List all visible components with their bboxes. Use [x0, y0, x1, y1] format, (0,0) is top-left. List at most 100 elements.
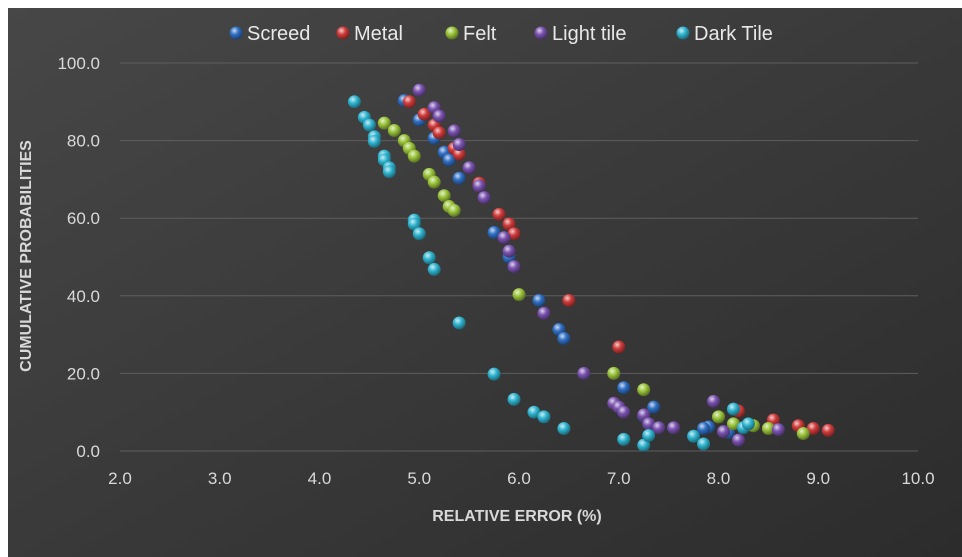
data-point	[407, 217, 421, 231]
data-point	[726, 417, 740, 431]
data-point	[707, 394, 721, 408]
axis-ticks: 0.0 20.0 40.0 60.0 80.0 100.0 2.0 3.0 4.0 5.0 6.0 7…	[57, 54, 934, 488]
legend-label: Metal	[354, 23, 403, 45]
data-point	[382, 165, 396, 179]
data-point	[512, 288, 526, 302]
data-point	[477, 191, 491, 205]
data-point	[652, 421, 666, 435]
data-point	[487, 226, 501, 240]
series-dark-tile	[347, 95, 755, 452]
data-point	[507, 260, 521, 274]
data-point	[771, 423, 785, 437]
data-point	[377, 116, 391, 130]
legend-marker	[229, 26, 243, 40]
data-point	[507, 392, 521, 406]
legend: Screed Metal Felt Light tile Dark Tile	[229, 23, 773, 45]
data-point	[462, 161, 476, 175]
data-point	[502, 244, 516, 258]
data-point	[412, 83, 426, 97]
x-tick-label: 4.0	[308, 469, 332, 488]
data-point	[612, 340, 626, 354]
data-point	[761, 421, 775, 435]
data-point	[821, 423, 835, 437]
legend-label: Dark Tile	[694, 23, 773, 45]
data-point	[497, 231, 511, 245]
data-point	[432, 126, 446, 140]
series-felt	[377, 116, 810, 441]
data-point	[617, 432, 631, 446]
data-point	[617, 381, 631, 395]
data-point	[796, 427, 810, 441]
data-point	[437, 189, 451, 203]
data-point	[537, 306, 551, 320]
data-point	[532, 293, 546, 307]
y-tick-label: 40.0	[67, 287, 100, 306]
data-point	[557, 331, 571, 345]
data-point	[347, 95, 361, 109]
x-tick-label: 8.0	[707, 469, 731, 488]
x-tick-label: 2.0	[108, 469, 132, 488]
data-point	[607, 366, 621, 380]
data-point	[422, 251, 436, 265]
data-point	[697, 421, 711, 435]
x-tick-label: 5.0	[407, 469, 431, 488]
data-point	[642, 417, 656, 431]
data-point	[432, 109, 446, 123]
data-point	[412, 227, 426, 241]
data-point	[667, 421, 681, 435]
data-point	[472, 179, 486, 193]
data-point	[492, 207, 506, 221]
data-point	[687, 429, 701, 443]
series-light-tile	[412, 83, 785, 447]
legend-marker	[445, 26, 459, 40]
x-axis-title: RELATIVE ERROR (%)	[432, 508, 601, 525]
data-point	[537, 410, 551, 424]
legend-marker	[534, 26, 548, 40]
data-point	[731, 433, 745, 447]
data-point	[557, 421, 571, 435]
legend-marker	[336, 26, 350, 40]
data-point	[716, 425, 730, 439]
data-point	[647, 400, 661, 414]
data-point	[527, 405, 541, 419]
y-tick-label: 100.0	[57, 54, 100, 73]
legend-label: Felt	[463, 23, 497, 45]
y-tick-label: 20.0	[67, 364, 100, 383]
x-tick-label: 9.0	[806, 469, 830, 488]
x-tick-label: 7.0	[607, 469, 631, 488]
data-point	[447, 203, 461, 217]
legend-label: Light tile	[552, 23, 627, 45]
data-point	[427, 262, 441, 276]
data-point	[452, 137, 466, 151]
data-point	[387, 124, 401, 138]
legend-label: Screed	[247, 23, 310, 45]
data-point	[452, 316, 466, 330]
data-point	[806, 421, 820, 435]
data-point	[452, 147, 466, 161]
data-point	[402, 95, 416, 109]
data-point	[362, 118, 376, 132]
data-point	[577, 366, 591, 380]
data-point	[417, 107, 431, 121]
data-point	[452, 171, 466, 185]
data-point	[367, 134, 381, 148]
y-tick-label: 60.0	[67, 209, 100, 228]
chart-background	[8, 8, 962, 557]
y-tick-label: 80.0	[67, 132, 100, 151]
data-point	[726, 402, 740, 416]
data-point	[741, 417, 755, 431]
data-point	[697, 437, 711, 451]
data-point	[562, 293, 576, 307]
data-point	[712, 410, 725, 424]
legend-marker	[676, 26, 690, 40]
data-point	[637, 383, 651, 397]
data-point	[617, 405, 631, 419]
data-points	[347, 83, 835, 452]
x-tick-label: 6.0	[507, 469, 531, 488]
data-point	[427, 175, 441, 189]
data-point	[642, 428, 656, 442]
data-point	[507, 227, 521, 241]
x-tick-label: 3.0	[208, 469, 232, 488]
